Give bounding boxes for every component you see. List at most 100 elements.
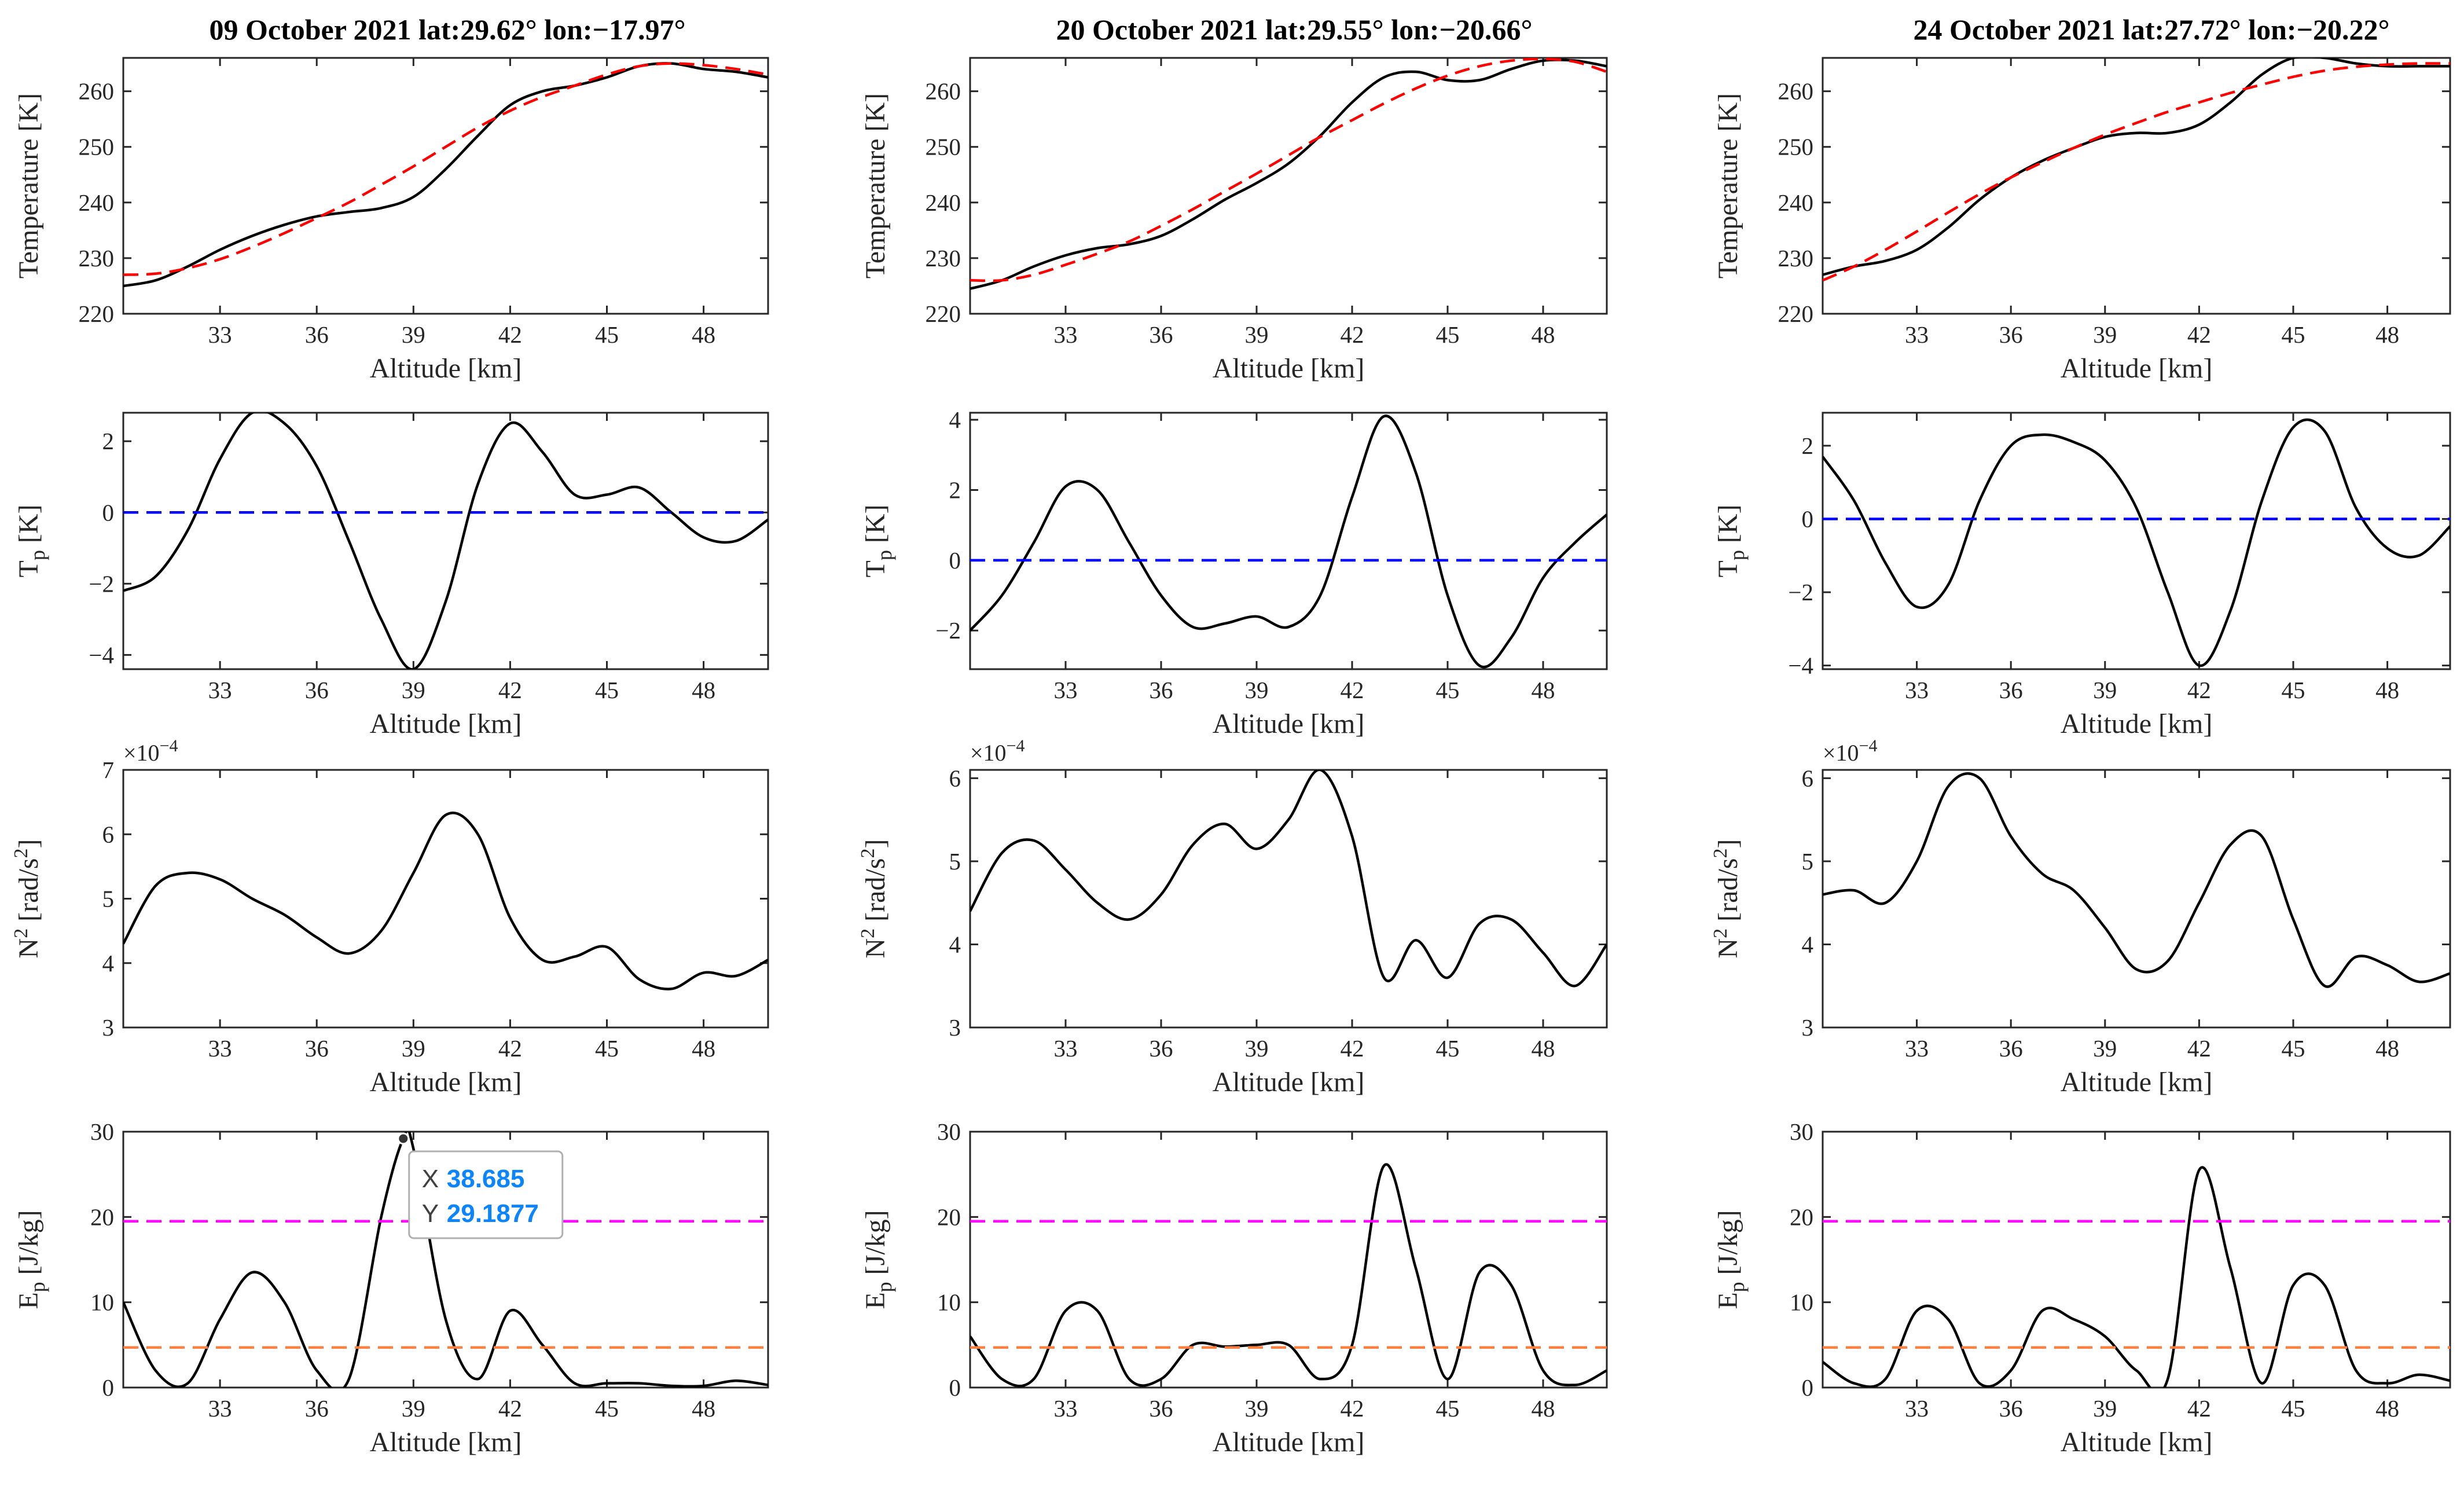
y-tick-label: 0 xyxy=(949,1374,961,1401)
series-temperature-perturbation xyxy=(970,414,1607,669)
series-background-fit xyxy=(1823,62,2450,282)
x-axis-label: Altitude [km] xyxy=(2061,353,2213,384)
x-axis-label: Altitude [km] xyxy=(1213,353,1365,384)
y-tick-label: 10 xyxy=(937,1289,961,1316)
x-tick-label: 45 xyxy=(2282,677,2305,703)
y-tick-label: 240 xyxy=(926,189,961,216)
panel-r3c2[interactable]: 33 36 39 42 45 48 0 10 20 30 Altitude [km] Ep [J/kg… xyxy=(1713,1118,2451,1458)
panel-r3c1[interactable]: 33 36 39 42 45 48 0 10 20 30 Altitude [km] Ep [J/kg… xyxy=(860,1118,1608,1458)
y-tick-label: 260 xyxy=(1778,78,1814,105)
series-temperature-perturbation xyxy=(1823,418,2450,667)
series-brunt-vaisala-frequency-squared xyxy=(1823,772,2450,988)
x-tick-label: 48 xyxy=(692,1395,715,1422)
series-background-fit xyxy=(123,62,768,276)
series-background-fit xyxy=(970,58,1607,282)
y-tick-label: −2 xyxy=(935,617,961,644)
y-axis-label: Ep [J/kg] xyxy=(1713,1210,1749,1309)
x-tick-label: 42 xyxy=(2187,677,2211,703)
y-axis-label: Ep [J/kg] xyxy=(13,1210,49,1309)
datatip[interactable]: X 38.685 Y 29.1877 xyxy=(397,1132,564,1239)
plot-area xyxy=(123,811,768,990)
x-tick-label: 33 xyxy=(208,1395,232,1422)
x-tick-label: 39 xyxy=(402,1395,425,1422)
x-axis-label: Altitude [km] xyxy=(2061,709,2213,739)
x-tick-label: 36 xyxy=(1150,677,1173,703)
x-tick-label: 45 xyxy=(1436,1395,1460,1422)
y-tick-label: 20 xyxy=(937,1203,961,1230)
y-tick-label: 260 xyxy=(79,78,115,105)
y-tick-label: 250 xyxy=(79,134,115,160)
plot-area xyxy=(970,770,1607,988)
y-tick-label: 6 xyxy=(1802,765,1814,791)
x-tick-label: 39 xyxy=(402,1035,425,1062)
panel-r0c1[interactable]: 33 36 39 42 45 48 220 230 240 250 260 Altitude [km]… xyxy=(860,57,1608,384)
x-tick-label: 45 xyxy=(595,1035,619,1062)
datatip-x-label: X xyxy=(422,1165,439,1193)
y-tick-label: 10 xyxy=(1790,1289,1813,1316)
x-axis-label: Altitude [km] xyxy=(1213,1427,1365,1458)
y-tick-label: 3 xyxy=(1802,1014,1814,1041)
y-tick-label: 3 xyxy=(102,1014,115,1041)
series-temperature xyxy=(1823,58,2450,276)
x-tick-label: 36 xyxy=(1999,1035,2023,1062)
panel-r1c2[interactable]: 33 36 39 42 45 48 −4 −2 0 2 Altitude [km] Tp [K] xyxy=(1713,412,2451,739)
x-tick-label: 39 xyxy=(2093,1035,2117,1062)
x-tick-label: 36 xyxy=(305,321,329,348)
x-tick-label: 39 xyxy=(1245,677,1269,703)
panel-r0c0[interactable]: 33 36 39 42 45 48 220 230 240 250 260 Altitude [km]… xyxy=(13,57,769,384)
x-tick-label: 48 xyxy=(2375,321,2399,348)
x-tick-label: 33 xyxy=(1054,321,1078,348)
axes-box xyxy=(969,769,1608,1029)
y-tick-label: 2 xyxy=(949,477,961,504)
datatip-y-value: 29.1877 xyxy=(447,1199,539,1228)
x-tick-label: 48 xyxy=(2375,1395,2399,1422)
x-tick-label: 33 xyxy=(1905,1395,1929,1422)
panel-r3c0[interactable]: 33 36 39 42 45 48 0 10 20 30 Altitude [km] Ep [J/kg… xyxy=(13,1118,769,1458)
x-tick-label: 36 xyxy=(1150,1035,1173,1062)
y-tick-label: 240 xyxy=(1778,189,1814,216)
axes-box xyxy=(122,769,769,1029)
datatip-marker[interactable] xyxy=(397,1132,410,1145)
y-axis-label: Ep [J/kg] xyxy=(860,1210,896,1309)
y-axis-label: Tp [K] xyxy=(1713,505,1749,578)
y-tick-label: 30 xyxy=(937,1118,961,1145)
x-tick-label: 33 xyxy=(1905,1035,1929,1062)
x-tick-label: 33 xyxy=(1054,1035,1078,1062)
x-tick-label: 48 xyxy=(1532,1035,1555,1062)
y-tick-label: 30 xyxy=(1790,1118,1813,1145)
plot-area xyxy=(970,414,1607,669)
x-tick-label: 45 xyxy=(1436,1035,1460,1062)
x-tick-label: 48 xyxy=(1532,321,1555,348)
y-tick-label: 3 xyxy=(949,1014,961,1041)
x-tick-label: 36 xyxy=(305,1395,329,1422)
x-tick-label: 33 xyxy=(208,1035,232,1062)
y-tick-label: 0 xyxy=(1802,1374,1814,1401)
y-tick-label: 0 xyxy=(102,1374,115,1401)
plot-area xyxy=(123,413,768,669)
x-tick-label: 45 xyxy=(2282,1395,2305,1422)
y-tick-label: 20 xyxy=(1790,1203,1813,1230)
x-tick-label: 48 xyxy=(2375,677,2399,703)
x-tick-label: 45 xyxy=(1436,321,1460,348)
column-title-2: 20 October 2021 lat:29.55° lon:−20.66° xyxy=(1056,13,1532,46)
panel-r1c0[interactable]: 33 36 39 42 45 48 −4 −2 0 2 Altitude [km] Tp [K] xyxy=(13,410,769,739)
y-tick-label: 10 xyxy=(90,1289,114,1316)
plot-area xyxy=(1823,58,2450,282)
x-tick-label: 42 xyxy=(498,321,522,348)
panel-r0c2[interactable]: 33 36 39 42 45 48 220 230 240 250 260 Altitude [km]… xyxy=(1713,56,2451,384)
y-axis-label: Temperature [K] xyxy=(860,93,891,278)
y-tick-label: 4 xyxy=(1802,931,1814,957)
x-axis-label: Altitude [km] xyxy=(1213,709,1365,739)
panel-r1c1[interactable]: 33 36 39 42 45 48 −2 0 2 4 Altitude [km] Tp [K] xyxy=(860,406,1608,739)
x-axis-label: Altitude [km] xyxy=(370,709,522,739)
series-temperature-perturbation xyxy=(123,413,768,669)
x-tick-label: 45 xyxy=(595,321,619,348)
x-tick-label: 39 xyxy=(2093,1395,2117,1422)
y-tick-label: 260 xyxy=(926,78,961,105)
series-potential-energy xyxy=(1823,1166,2450,1388)
